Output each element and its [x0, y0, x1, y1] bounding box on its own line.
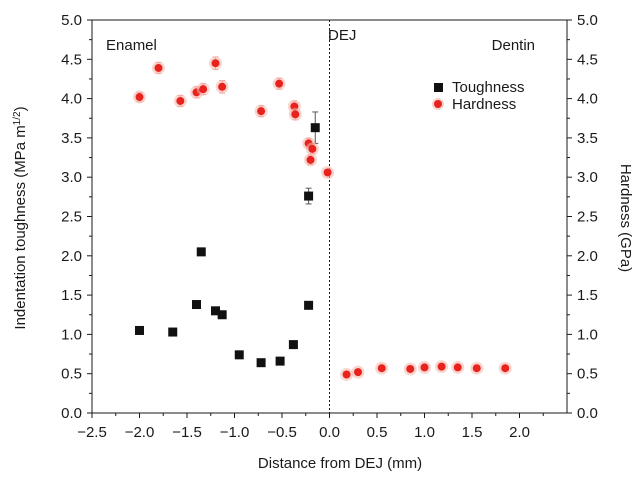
y-right-tick-label: 0.5: [577, 366, 598, 383]
x-tick-label: 0.5: [367, 424, 388, 441]
y-left-tick-label: 4.0: [61, 91, 82, 108]
y-axis-title-left: Indentation toughness (MPa m1/2): [12, 106, 29, 329]
y-left-tick-label: 1.0: [61, 326, 82, 343]
y-axis-title-left-exponent: 1/2: [12, 111, 23, 125]
x-tick-label: 1.5: [462, 424, 483, 441]
y-axis-title-right: Hardness (GPa): [617, 164, 634, 272]
legend: Toughness Hardness: [432, 79, 525, 113]
hardness-point: [291, 110, 300, 119]
toughness-point: [275, 356, 285, 366]
hardness-point: [154, 63, 163, 72]
y-right-tick-label: 4.0: [577, 91, 598, 108]
x-tick-label: 0.0: [319, 424, 340, 441]
hardness-point: [218, 82, 227, 91]
toughness-point: [135, 325, 144, 335]
toughness-point: [234, 350, 244, 360]
hardness-point: [323, 168, 332, 177]
hardness-point: [501, 364, 510, 373]
hardness-point: [211, 59, 220, 68]
y-left-tick-label: 2.0: [61, 248, 82, 265]
y-left-tick-label: 5.0: [61, 12, 82, 29]
axis-tick-labels: −2.5 −2.0 −1.5 −1.0 −0.5 0.0 0.5 1.0 1.5 2.0 0.0 0.…: [61, 12, 598, 441]
enamel-label: Enamel: [106, 37, 157, 54]
toughness-point: [256, 358, 266, 368]
hardness-point: [308, 144, 317, 153]
hardness-point: [257, 107, 266, 116]
dej-label: DEJ: [328, 27, 356, 44]
hardness-point: [354, 368, 362, 377]
y-left-tick-label: 0.5: [61, 366, 82, 383]
x-tick-label: −1.5: [172, 424, 202, 441]
y-right-tick-label: 2.0: [577, 248, 598, 265]
hardness-point: [453, 363, 462, 372]
hardness-point: [437, 362, 446, 371]
y-right-tick-label: 1.0: [577, 326, 598, 343]
toughness-point: [304, 191, 314, 201]
y-axis-title-left-base: Indentation toughness (MPa m: [12, 125, 29, 329]
dentin-label: Dentin: [492, 37, 535, 54]
legend-hardness-label: Hardness: [452, 96, 516, 113]
legend-toughness-marker: [434, 83, 443, 92]
toughness-point: [310, 123, 320, 133]
hardness-point: [420, 363, 429, 372]
axis-ticks: [87, 19, 572, 418]
hardness-point: [306, 155, 315, 164]
toughness-point: [192, 300, 201, 310]
x-axis-title: Distance from DEJ (mm): [258, 455, 422, 472]
legend-toughness-label: Toughness: [452, 79, 525, 96]
toughness-point: [288, 340, 298, 350]
toughness-point: [168, 327, 178, 337]
x-tick-label: 2.0: [509, 424, 530, 441]
hardness-point: [377, 364, 386, 373]
y-left-tick-label: 2.5: [61, 209, 82, 226]
x-tick-label: −2.5: [77, 424, 107, 441]
x-tick-label: −0.5: [267, 424, 297, 441]
hardness-point: [275, 79, 284, 88]
y-left-tick-label: 3.0: [61, 169, 82, 186]
data-points: [133, 56, 512, 381]
y-left-tick-label: 4.5: [61, 51, 82, 68]
hardness-point: [176, 96, 185, 105]
hardness-point: [199, 85, 208, 94]
toughness-point: [304, 300, 314, 310]
hardness-point: [135, 93, 144, 102]
y-axis-title-left-close: ): [12, 106, 29, 111]
y-right-tick-label: 5.0: [577, 12, 598, 29]
toughness-point: [217, 310, 227, 320]
toughness-point: [211, 306, 220, 316]
legend-hardness-marker: [434, 100, 442, 108]
y-right-tick-label: 3.0: [577, 169, 598, 186]
x-tick-label: −2.0: [125, 424, 155, 441]
y-right-tick-label: 3.5: [577, 130, 598, 147]
y-right-tick-label: 0.0: [577, 405, 598, 422]
y-left-tick-label: 0.0: [61, 405, 82, 422]
x-tick-label: 1.0: [414, 424, 435, 441]
hardness-point: [406, 364, 415, 373]
x-tick-label: −1.0: [220, 424, 250, 441]
hardness-point: [342, 370, 351, 379]
y-right-tick-label: 4.5: [577, 51, 598, 68]
hardness-point: [472, 364, 481, 373]
toughness-point: [196, 247, 206, 257]
y-right-tick-label: 2.5: [577, 209, 598, 226]
y-left-tick-label: 1.5: [61, 287, 82, 304]
y-right-tick-label: 1.5: [577, 287, 598, 304]
y-left-tick-label: 3.5: [61, 130, 82, 147]
